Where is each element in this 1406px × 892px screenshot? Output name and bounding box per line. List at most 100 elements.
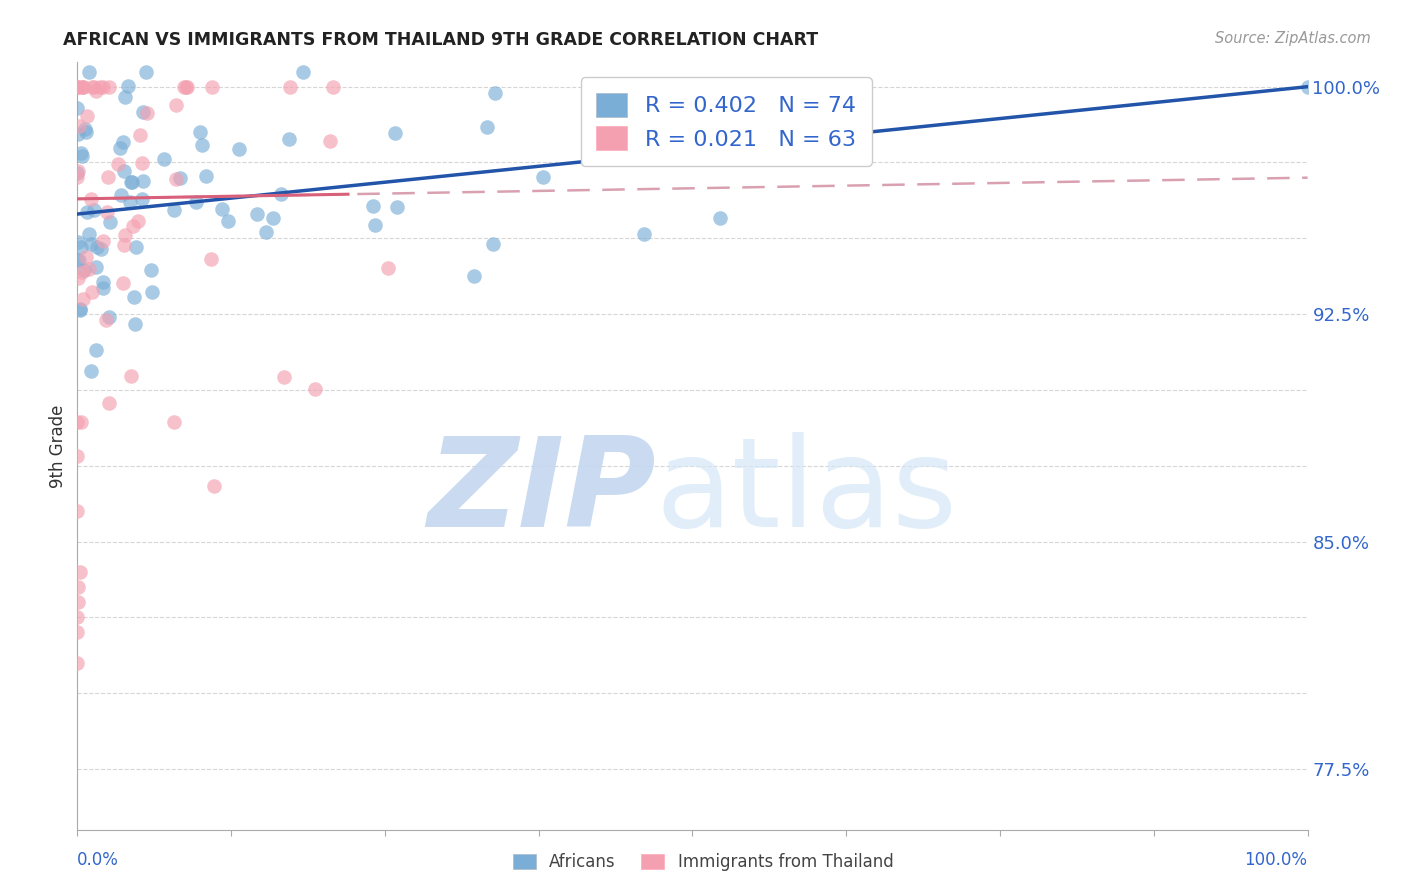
Point [76, 109, 98, 123]
Point [80, 79, 103, 94]
Point [67, 119, 90, 133]
Point [107, 157, 129, 171]
Point [475, 120, 498, 134]
Point [76, 205, 98, 219]
Point [217, 213, 239, 227]
Point [169, 170, 191, 185]
Point [84, 260, 107, 274]
Point [73, 122, 96, 136]
Point [387, 200, 409, 214]
Point [322, 79, 344, 94]
Point [135, 105, 157, 120]
Point [97, 169, 120, 184]
Point [174, 79, 197, 94]
Point [131, 192, 153, 206]
Point [91, 275, 114, 289]
Point [80, 285, 103, 299]
Point [86, 240, 108, 254]
Point [246, 207, 269, 221]
Point [89, 79, 111, 94]
Point [112, 276, 135, 290]
Point [91, 79, 114, 94]
Point [77, 262, 100, 277]
Point [176, 79, 198, 94]
Point [120, 175, 142, 189]
Point [80, 237, 103, 252]
Point [69, 302, 91, 317]
Legend: R = 0.402   N = 74, R = 0.021   N = 63: R = 0.402 N = 74, R = 0.021 N = 63 [581, 78, 872, 166]
Point [96, 312, 118, 326]
Point [114, 228, 136, 243]
Point [273, 369, 295, 384]
Point [1296, 79, 1319, 94]
Point [83, 202, 105, 217]
Point [118, 194, 141, 209]
Point [364, 218, 387, 232]
Point [141, 262, 163, 277]
Point [80, 364, 103, 378]
Point [72, 79, 94, 94]
Point [165, 172, 187, 186]
Point [190, 125, 212, 139]
Point [194, 169, 217, 183]
Text: 0.0%: 0.0% [77, 851, 120, 869]
Point [202, 479, 225, 493]
Point [79, 227, 101, 241]
Point [70, 149, 93, 163]
Point [77, 64, 100, 78]
Point [163, 415, 186, 429]
Text: ZIP: ZIP [427, 432, 655, 552]
Point [165, 98, 187, 112]
Point [66, 235, 89, 250]
Point [709, 211, 731, 225]
Point [153, 153, 176, 167]
Point [124, 318, 146, 332]
Point [80, 192, 103, 206]
Text: atlas: atlas [655, 432, 957, 552]
Point [73, 263, 96, 277]
Point [66, 163, 89, 178]
Point [67, 595, 90, 609]
Point [67, 580, 90, 594]
Point [72, 79, 94, 94]
Point [463, 268, 485, 283]
Point [69, 565, 91, 579]
Text: Source: ZipAtlas.com: Source: ZipAtlas.com [1215, 31, 1371, 46]
Point [70, 415, 93, 429]
Point [97, 396, 120, 410]
Point [70, 265, 93, 279]
Point [127, 214, 149, 228]
Point [98, 310, 121, 324]
Point [120, 368, 142, 383]
Point [66, 656, 89, 670]
Point [211, 202, 233, 217]
Point [84, 343, 107, 357]
Point [114, 90, 136, 104]
Point [132, 104, 155, 119]
Point [129, 128, 152, 143]
Point [122, 219, 145, 233]
Point [66, 503, 89, 517]
Point [200, 252, 222, 266]
Point [112, 238, 135, 252]
Point [112, 136, 135, 150]
Point [117, 78, 139, 93]
Point [292, 64, 315, 78]
Point [66, 449, 89, 463]
Point [121, 175, 143, 189]
Point [91, 234, 114, 248]
Point [319, 134, 342, 148]
Point [66, 101, 89, 115]
Point [184, 194, 207, 209]
Point [84, 84, 107, 98]
Point [190, 138, 212, 153]
Point [131, 156, 153, 170]
Point [66, 79, 89, 94]
Point [91, 281, 114, 295]
Point [482, 237, 505, 252]
Point [66, 625, 89, 640]
Point [96, 205, 118, 219]
Point [72, 79, 94, 94]
Y-axis label: 9th Grade: 9th Grade [49, 404, 67, 488]
Point [384, 126, 406, 140]
